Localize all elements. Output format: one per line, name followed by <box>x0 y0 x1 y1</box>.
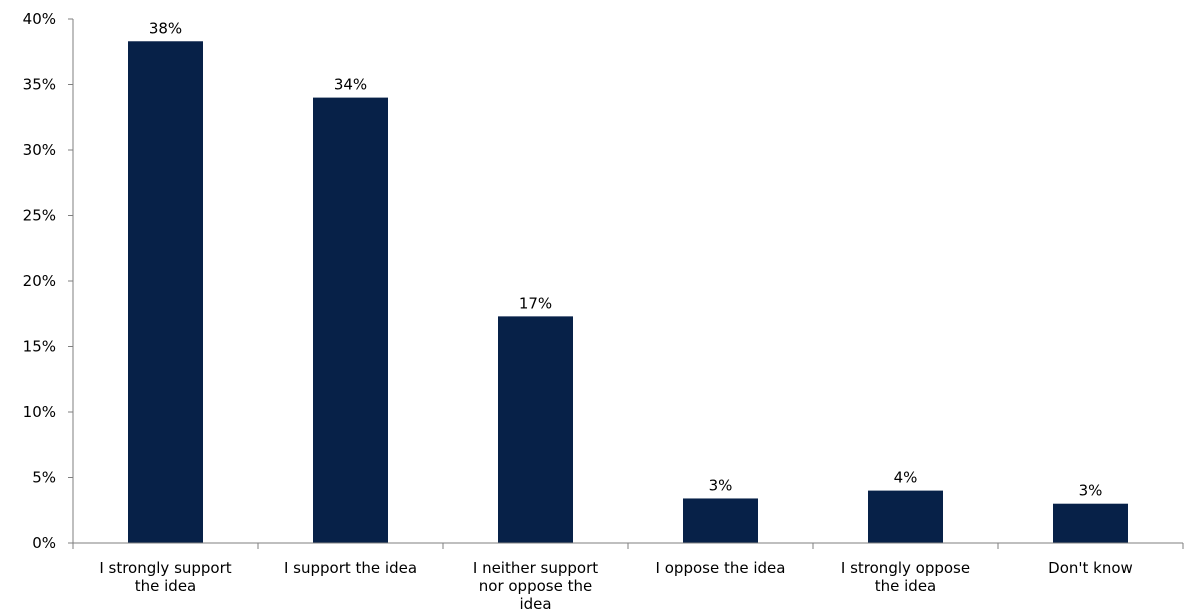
data-label: 38% <box>149 19 182 37</box>
bar <box>498 316 573 543</box>
y-tick-label: 15% <box>23 338 56 356</box>
data-label: 34% <box>334 76 367 94</box>
x-category-label: I support the idea <box>284 559 417 577</box>
bar <box>128 41 203 544</box>
x-category-label: I neither support nor oppose the idea <box>473 559 598 613</box>
x-axis: I strongly support the idea I support the … <box>72 542 1184 613</box>
y-tick-label: 20% <box>23 272 56 290</box>
data-label: 3% <box>1079 482 1103 500</box>
bar <box>683 498 758 543</box>
y-tick-label: 25% <box>23 207 56 225</box>
y-tick-label: 35% <box>23 76 56 94</box>
bar <box>313 97 388 543</box>
y-tick-label: 10% <box>23 403 56 421</box>
y-axis: 0% 5% 10% 15% 20% 25% 30% 35% 40% <box>23 10 74 552</box>
x-category-label: I strongly oppose the idea <box>841 559 970 595</box>
bar <box>868 490 943 543</box>
data-label: 4% <box>894 469 918 487</box>
y-tick-label: 30% <box>23 141 56 159</box>
y-tick-label: 5% <box>32 469 56 487</box>
x-category-label: I oppose the idea <box>656 559 786 577</box>
y-tick-label: 40% <box>23 10 56 28</box>
bars: 38% 34% 17% 3% 4% 3% <box>128 19 1128 544</box>
bar <box>1053 503 1128 543</box>
x-category-label: Don't know <box>1048 559 1133 577</box>
y-tick-label: 0% <box>32 534 56 552</box>
data-label: 3% <box>709 476 733 494</box>
data-label: 17% <box>519 294 552 312</box>
x-category-label: I strongly support the idea <box>99 559 231 595</box>
